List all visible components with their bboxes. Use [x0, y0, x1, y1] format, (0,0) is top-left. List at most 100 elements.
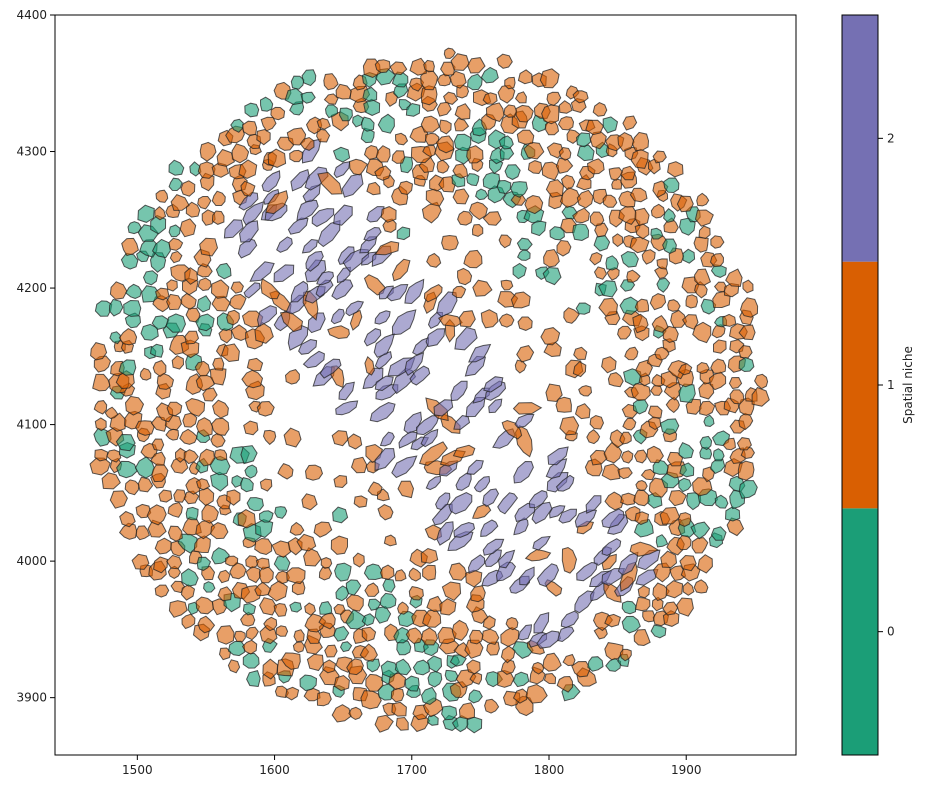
cell-niche-1 — [265, 190, 289, 215]
cell-niche-1 — [738, 412, 754, 431]
cell-niche-1 — [516, 129, 535, 145]
cell-niche-1 — [170, 193, 190, 211]
cell-niche-1 — [394, 132, 409, 146]
cell-niche-1 — [240, 611, 256, 627]
cell-niche-1 — [561, 546, 578, 574]
cell-niche-1 — [629, 187, 648, 203]
cell-niche-1 — [422, 144, 437, 158]
cell-niche-0 — [662, 238, 677, 254]
cell-niche-1 — [180, 339, 200, 359]
cell-niche-1 — [202, 387, 218, 402]
cell-niche-1 — [211, 417, 230, 436]
cell-niche-1 — [318, 612, 336, 630]
cell-niche-2 — [317, 219, 341, 248]
cell-niche-1 — [245, 555, 260, 569]
cell-niche-0 — [284, 87, 304, 106]
cell-niche-1 — [512, 402, 543, 415]
cell-niche-1 — [710, 235, 725, 249]
cell-niche-2 — [453, 414, 471, 430]
cell-niche-1 — [586, 158, 605, 175]
cell-niche-1 — [422, 564, 437, 581]
cell-niche-1 — [153, 556, 169, 574]
cell-niche-1 — [617, 467, 633, 480]
cell-niche-1 — [348, 706, 363, 721]
cell-niche-1 — [517, 316, 533, 331]
cell-niche-1 — [217, 586, 233, 602]
cell-niche-1 — [289, 149, 304, 163]
cell-niche-2 — [249, 261, 275, 282]
cell-niche-1 — [304, 602, 316, 616]
cell-niche-2 — [369, 401, 396, 423]
cell-niche-0 — [724, 506, 741, 522]
cell-niche-0 — [605, 255, 619, 271]
cell-niche-1 — [524, 548, 552, 562]
cell-niche-0 — [482, 172, 501, 190]
x-tick-label: 1500 — [122, 763, 153, 777]
cell-niche-1 — [293, 629, 305, 643]
cell-niche-1 — [180, 292, 197, 310]
cell-niche-1 — [137, 476, 154, 493]
cell-niche-1 — [237, 509, 256, 529]
cell-niche-0 — [621, 600, 637, 615]
cell-niche-1 — [498, 313, 515, 328]
cell-niche-0 — [575, 132, 592, 148]
cell-niche-0 — [196, 556, 212, 571]
cell-niche-2 — [333, 161, 351, 179]
cell-niche-0 — [360, 127, 375, 144]
cell-niche-2 — [373, 333, 396, 358]
cell-niche-1 — [229, 293, 247, 310]
cell-niche-2 — [276, 236, 293, 253]
cell-niche-0 — [405, 102, 421, 117]
cell-niche-0 — [710, 526, 727, 541]
cell-niche-1 — [531, 661, 545, 675]
cell-niche-1 — [634, 223, 650, 240]
cell-niche-1 — [425, 132, 440, 146]
cell-niche-1 — [241, 369, 264, 389]
cell-niche-2 — [391, 455, 418, 479]
cell-niche-0 — [576, 144, 595, 162]
cell-niche-2 — [335, 400, 359, 416]
cell-niche-1 — [467, 57, 486, 74]
cell-niche-0 — [240, 477, 254, 493]
cell-niche-2 — [467, 554, 486, 575]
cell-niche-1 — [279, 311, 304, 333]
cell-niche-1 — [620, 492, 636, 506]
cell-niche-1 — [593, 626, 608, 640]
cell-niche-2 — [455, 472, 472, 491]
cell-niche-0 — [137, 204, 155, 223]
cell-niche-1 — [280, 652, 301, 670]
cell-niche-1 — [541, 104, 560, 125]
cell-niche-1 — [693, 579, 709, 594]
cell-niche-1 — [617, 325, 632, 340]
cell-niche-1 — [318, 566, 333, 581]
cell-niche-0 — [274, 506, 288, 519]
cell-niche-1 — [738, 324, 756, 341]
cell-niche-1 — [651, 596, 664, 612]
cell-niche-1 — [634, 207, 650, 227]
cell-niche-1 — [289, 521, 305, 536]
cell-niche-1 — [255, 557, 270, 570]
cell-niche-1 — [109, 490, 128, 509]
cell-niche-1 — [284, 369, 300, 385]
cell-niche-1 — [214, 449, 228, 461]
cell-niche-1 — [408, 567, 421, 582]
cell-niche-0 — [242, 602, 257, 616]
cell-niche-1 — [696, 192, 710, 207]
cell-niche-2 — [336, 266, 351, 283]
cell-niche-2 — [425, 328, 446, 348]
cell-niche-1 — [420, 627, 439, 646]
colorbar: 0 1 2 — [841, 14, 895, 756]
cell-niche-1 — [246, 626, 259, 641]
cell-niche-0 — [360, 116, 375, 132]
cell-niche-0 — [377, 113, 395, 134]
cell-niche-1 — [443, 47, 456, 60]
cell-niche-1 — [299, 136, 315, 151]
cell-niche-1 — [436, 101, 452, 117]
cell-niche-1 — [710, 358, 727, 374]
cell-niche-1 — [633, 489, 651, 507]
cell-niche-1 — [485, 102, 505, 123]
cell-niche-1 — [199, 141, 217, 162]
cell-niche-1 — [197, 277, 212, 292]
cell-niche-2 — [482, 488, 500, 508]
